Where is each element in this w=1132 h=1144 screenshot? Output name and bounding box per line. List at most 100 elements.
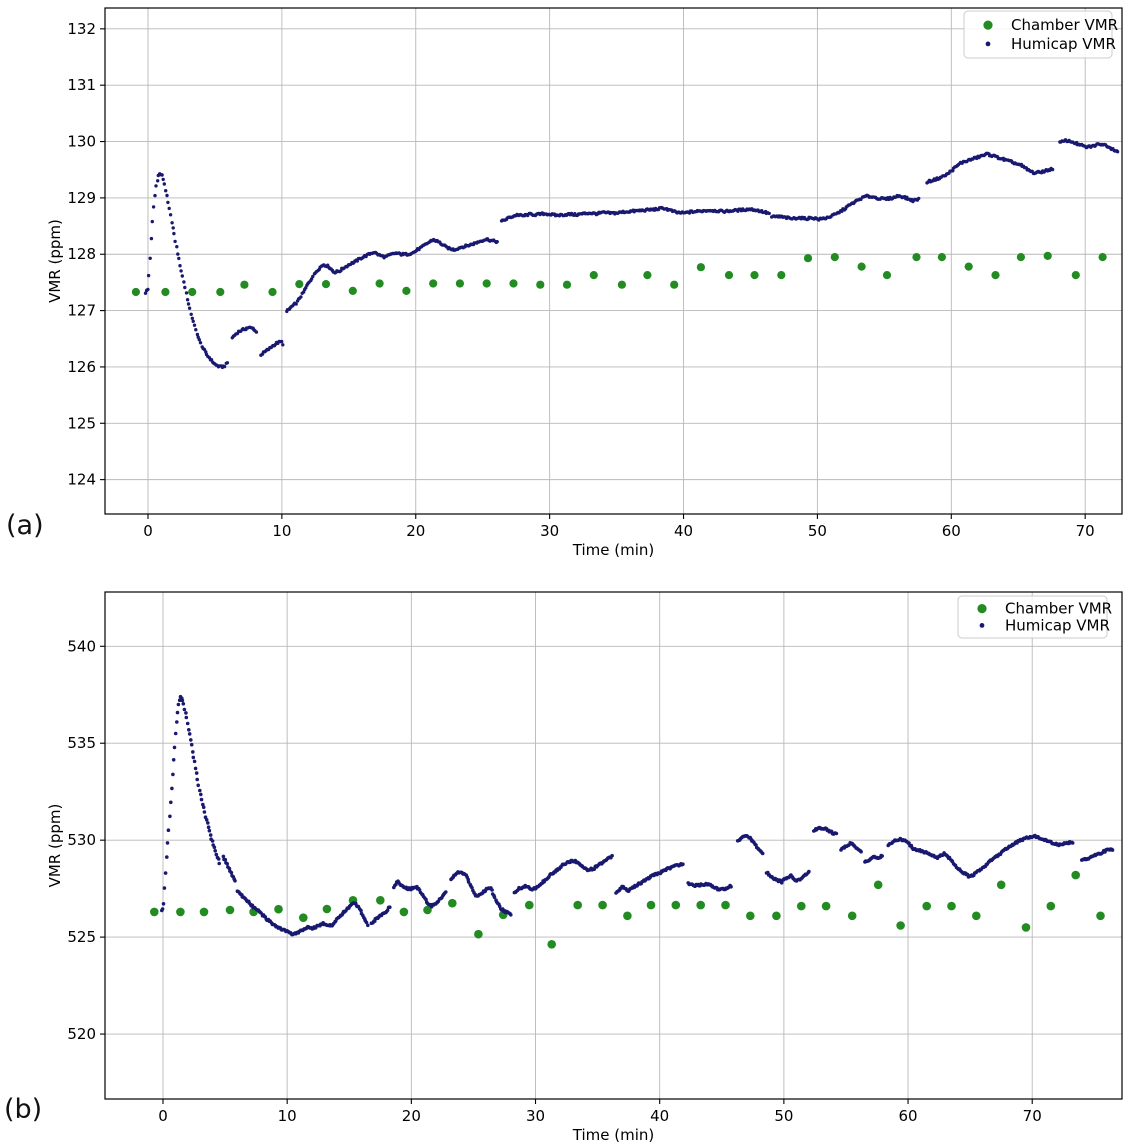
chamber-dot (1096, 911, 1105, 921)
humicap-dot (201, 802, 205, 807)
chamber-dot (216, 287, 225, 297)
humicap-dot (189, 742, 194, 747)
humicap-dot (195, 777, 199, 782)
humicap-dot (834, 831, 839, 836)
chamber-dot (482, 279, 491, 288)
humicap-dot (192, 323, 197, 327)
humicap-dot (1050, 167, 1055, 172)
humicap-dot (1070, 841, 1075, 845)
humicap-dot (160, 907, 165, 911)
chamber-dot (1046, 901, 1056, 911)
chamber-dot (150, 907, 159, 917)
chamber-dot (188, 287, 197, 297)
humicap-dot (199, 792, 203, 797)
humicap-dot (165, 855, 169, 859)
humicap-dot (259, 911, 263, 915)
humicap-dot (175, 720, 179, 724)
chamber-dot (376, 896, 385, 905)
humicap-dot (366, 923, 370, 928)
humicap-dot (192, 759, 197, 764)
humicap-dot (223, 857, 228, 862)
chamber-dot (937, 253, 947, 262)
humicap-dot (444, 890, 448, 894)
humicap-dot (149, 236, 154, 241)
chamber-dot (274, 904, 283, 914)
humicap-dot (225, 862, 229, 866)
humicap-dot (146, 273, 151, 278)
chamber-dot (670, 280, 679, 289)
humicap-dot (182, 280, 186, 284)
humicap-dot (189, 738, 193, 742)
axes-b: 0 10 20 30 40 50 60 70 520 525 530 535 540 Time (min)… (46, 591, 1123, 1144)
x-tick-label: 0 (158, 1107, 168, 1125)
chamber-dot (429, 279, 438, 288)
humicap-dot (176, 702, 181, 707)
humicap-dot (184, 715, 189, 720)
chamber-dot (922, 901, 931, 911)
chamber-dot (797, 901, 806, 911)
humicap-dot (183, 285, 187, 290)
humicap-dot (281, 343, 285, 347)
humicap-dot (180, 274, 184, 278)
humicap-dot (202, 810, 207, 814)
chamber-dot (947, 901, 956, 911)
ticks-b (100, 645, 1033, 1104)
humicap-dot (165, 841, 170, 845)
humicap-dot (299, 295, 303, 299)
chamber-dot (375, 279, 384, 288)
legend-label: Chamber VMR (1011, 16, 1118, 34)
y-tick-label: 530 (67, 831, 96, 849)
humicap-dot (172, 231, 176, 236)
chamber-dot (721, 900, 730, 910)
humicap-dot (178, 264, 182, 268)
chamber-dot (912, 253, 921, 262)
chamber-dot (873, 880, 883, 890)
humicap-dot (168, 814, 172, 819)
chamber-dot (1071, 870, 1080, 880)
chamber-dot (225, 905, 235, 915)
legend-label: Humicap VMR (1005, 616, 1110, 634)
humicap-dot (171, 758, 176, 762)
humicap-dot (150, 219, 154, 224)
chamber-dot (617, 280, 627, 289)
chamber-dot (671, 900, 681, 910)
humicap-dot (193, 766, 198, 771)
humicap-dot (222, 364, 227, 369)
chamber-dot (598, 900, 607, 910)
y-tick-label: 520 (67, 1025, 96, 1043)
chamber-dot (696, 263, 706, 272)
humicap-dot (166, 200, 170, 205)
chamber-dot (643, 271, 652, 280)
y-tick-label: 126 (67, 358, 96, 376)
chamber-dot (857, 262, 866, 271)
humicap-dot (177, 256, 181, 261)
humicap-dot (164, 189, 168, 193)
humicap-dot (917, 196, 921, 201)
humicap-dot (151, 205, 156, 209)
chamber-dot (991, 271, 1000, 280)
humicap-dot (198, 788, 202, 793)
x-axis-label: Time (min) (572, 1126, 654, 1144)
chamber-dot (803, 254, 813, 263)
humicap-dot (214, 852, 219, 857)
humicap-dot (186, 302, 191, 306)
chamber-dot (964, 262, 973, 271)
chamber-dot (1016, 253, 1025, 262)
chamber-dot (746, 911, 755, 921)
humicap-dot (807, 869, 811, 874)
legend-box (963, 10, 1113, 59)
humicap-dot (492, 895, 497, 900)
humicap-dot (217, 861, 221, 866)
chamber-dot (525, 900, 534, 910)
humicap-dot (187, 732, 192, 736)
humicap-dot (907, 841, 911, 845)
y-tick-label: 124 (67, 471, 96, 489)
humicap-dot (167, 206, 171, 211)
x-tick-label: 60 (898, 1107, 917, 1125)
humicap-dot (168, 213, 173, 217)
humicap-dot (181, 702, 186, 706)
chamber-dot (972, 911, 981, 921)
humicap-dot (206, 825, 211, 829)
chamber-dot (750, 271, 759, 280)
